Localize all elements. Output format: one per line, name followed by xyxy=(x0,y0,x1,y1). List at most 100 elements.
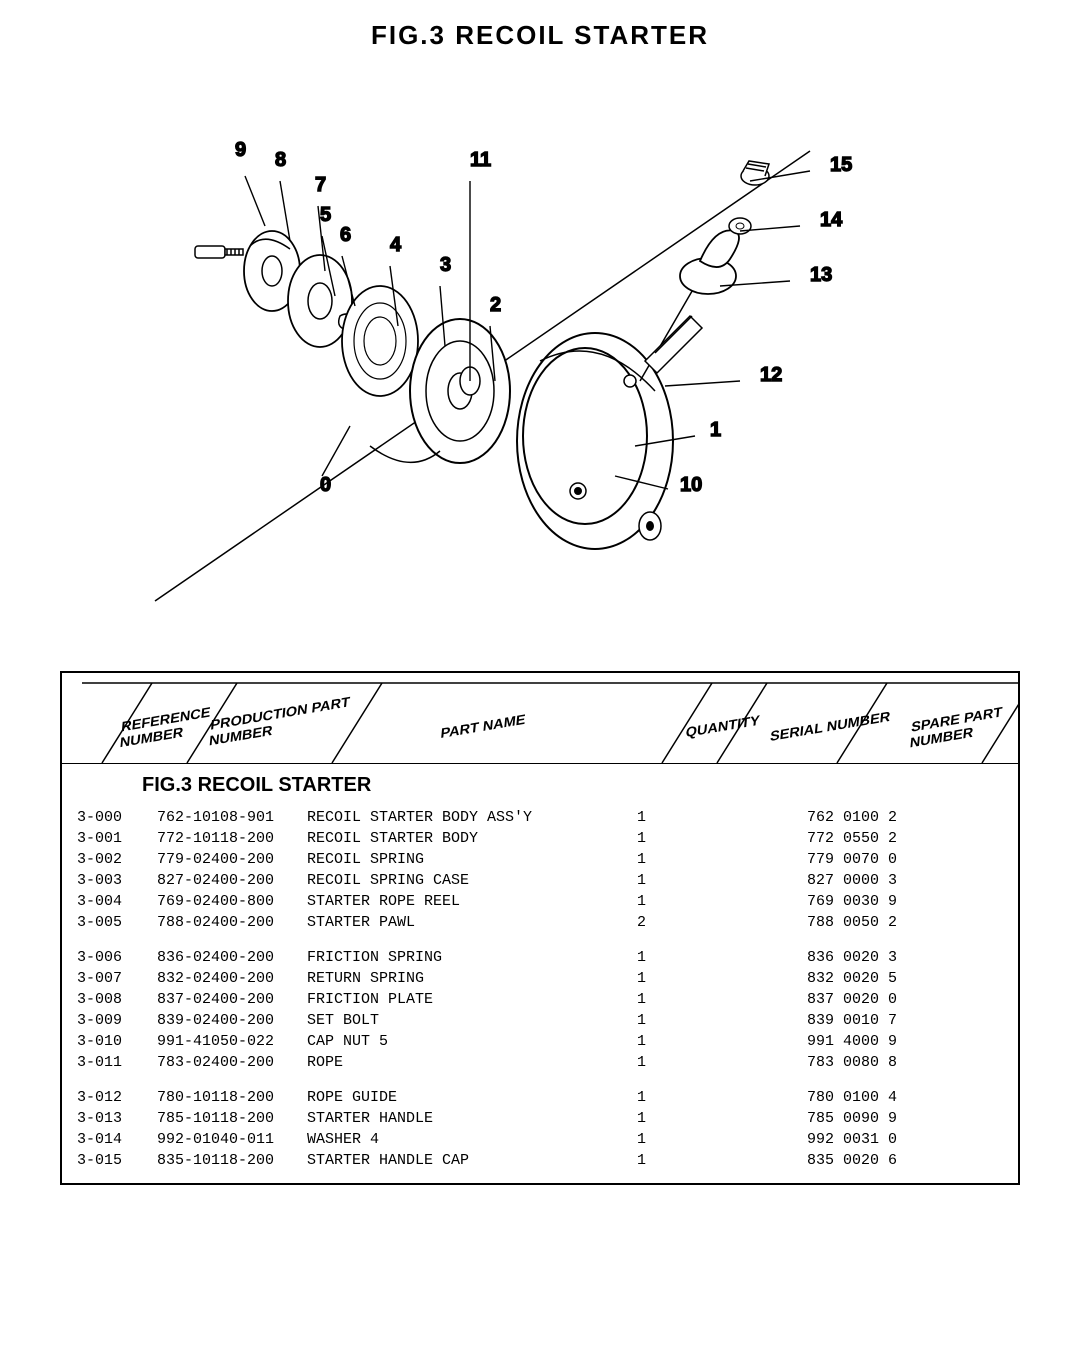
cell-serial xyxy=(687,1129,807,1150)
cell-name: RECOIL STARTER BODY ASS'Y xyxy=(307,807,637,828)
cell-qty: 1 xyxy=(637,1010,687,1031)
cell-spare: 991 4000 9 xyxy=(807,1031,947,1052)
table-row: 3-002779-02400-200RECOIL SPRING1779 0070… xyxy=(62,849,1018,870)
cell-name: WASHER 4 xyxy=(307,1129,637,1150)
table-row: 3-015835-10118-200STARTER HANDLE CAP1835… xyxy=(62,1150,1018,1171)
cell-spare: 769 0030 9 xyxy=(807,891,947,912)
cell-spare: 788 0050 2 xyxy=(807,912,947,933)
table-row: 3-013785-10118-200STARTER HANDLE1785 009… xyxy=(62,1108,1018,1129)
cell-ref: 3-009 xyxy=(77,1010,157,1031)
cell-name: STARTER ROPE REEL xyxy=(307,891,637,912)
page-title: FIG.3 RECOIL STARTER xyxy=(20,20,1060,51)
cell-serial xyxy=(687,1108,807,1129)
cell-serial xyxy=(687,891,807,912)
cell-ref: 3-014 xyxy=(77,1129,157,1150)
cell-qty: 1 xyxy=(637,1087,687,1108)
table-row: 3-010991-41050-022CAP NUT 51 991 4000 9 xyxy=(62,1031,1018,1052)
cell-prod: 779-02400-200 xyxy=(157,849,307,870)
cell-qty: 1 xyxy=(637,1108,687,1129)
callout-9: 9 xyxy=(235,139,246,161)
cell-prod: 762-10108-901 xyxy=(157,807,307,828)
cell-ref: 3-006 xyxy=(77,947,157,968)
cell-name: RETURN SPRING xyxy=(307,968,637,989)
callout-6: 6 xyxy=(340,224,351,246)
table-row: 3-004769-02400-800STARTER ROPE REEL1769 … xyxy=(62,891,1018,912)
cell-name: FRICTION SPRING xyxy=(307,947,637,968)
cell-ref: 3-000 xyxy=(77,807,157,828)
cell-serial xyxy=(687,968,807,989)
cell-spare: 837 0020 0 xyxy=(807,989,947,1010)
table-row: 3-001772-10118-200RECOIL STARTER BODY177… xyxy=(62,828,1018,849)
table-row: 3-008837-02400-200FRICTION PLATE1837 002… xyxy=(62,989,1018,1010)
cell-spare: 827 0000 3 xyxy=(807,870,947,891)
callout-5: 5 xyxy=(320,204,331,226)
callout-11: 11 xyxy=(470,149,491,171)
cell-serial xyxy=(687,912,807,933)
cell-qty: 2 xyxy=(637,912,687,933)
cell-spare: 839 0010 7 xyxy=(807,1010,947,1031)
cell-ref: 3-010 xyxy=(77,1031,157,1052)
cell-qty: 1 xyxy=(637,1052,687,1073)
callout-2: 2 xyxy=(490,294,501,316)
cell-spare: 780 0100 4 xyxy=(807,1087,947,1108)
cell-prod: 827-02400-200 xyxy=(157,870,307,891)
cell-prod: 991-41050-022 xyxy=(157,1031,307,1052)
table-row: 3-009839-02400-200SET BOLT1 839 0010 7 xyxy=(62,1010,1018,1031)
cell-qty: 1 xyxy=(637,947,687,968)
cell-spare: 785 0090 9 xyxy=(807,1108,947,1129)
cell-ref: 3-011 xyxy=(77,1052,157,1073)
cell-name: STARTER PAWL xyxy=(307,912,637,933)
cell-prod: 780-10118-200 xyxy=(157,1087,307,1108)
cell-prod: 788-02400-200 xyxy=(157,912,307,933)
cell-spare: 783 0080 8 xyxy=(807,1052,947,1073)
cell-serial xyxy=(687,1010,807,1031)
cell-prod: 783-02400-200 xyxy=(157,1052,307,1073)
cell-qty: 1 xyxy=(637,870,687,891)
table-row: 3-007832-02400-200RETURN SPRING1 832 0020… xyxy=(62,968,1018,989)
callout-8: 8 xyxy=(275,149,286,171)
cell-name: RECOIL SPRING xyxy=(307,849,637,870)
table-row: 3-006836-02400-200FRICTION SPRING1836 00… xyxy=(62,947,1018,968)
cell-spare: 762 0100 2 xyxy=(807,807,947,828)
cell-serial xyxy=(687,947,807,968)
cell-spare: 992 0031 0 xyxy=(807,1129,947,1150)
cell-prod: 837-02400-200 xyxy=(157,989,307,1010)
cell-prod: 785-10118-200 xyxy=(157,1108,307,1129)
callout-10: 10 xyxy=(680,474,702,496)
cell-spare: 832 0020 5 xyxy=(807,968,947,989)
cell-name: RECOIL STARTER BODY xyxy=(307,828,637,849)
cell-name: STARTER HANDLE CAP xyxy=(307,1150,637,1171)
cell-ref: 3-004 xyxy=(77,891,157,912)
cell-qty: 1 xyxy=(637,1150,687,1171)
cell-qty: 1 xyxy=(637,1031,687,1052)
cell-ref: 3-008 xyxy=(77,989,157,1010)
cell-serial xyxy=(687,807,807,828)
cell-qty: 1 xyxy=(637,807,687,828)
cell-serial xyxy=(687,1150,807,1171)
cell-name: CAP NUT 5 xyxy=(307,1031,637,1052)
cell-spare: 779 0070 0 xyxy=(807,849,947,870)
cell-ref: 3-012 xyxy=(77,1087,157,1108)
cell-name: ROPE GUIDE xyxy=(307,1087,637,1108)
cell-ref: 3-007 xyxy=(77,968,157,989)
table-row: 3-014992-01040-011WASHER 41992 0031 0 xyxy=(62,1129,1018,1150)
cell-serial xyxy=(687,989,807,1010)
cell-ref: 3-003 xyxy=(77,870,157,891)
cell-serial xyxy=(687,870,807,891)
exploded-diagram: 0123456789101112131415 xyxy=(20,71,1060,631)
cell-prod: 839-02400-200 xyxy=(157,1010,307,1031)
parts-table: REFERENCE NUMBER PRODUCTION PART NUMBER … xyxy=(60,671,1020,1185)
table-body: 3-000762-10108-901RECOIL STARTER BODY AS… xyxy=(62,807,1018,1183)
callout-3: 3 xyxy=(440,254,451,276)
callout-4: 4 xyxy=(390,234,402,256)
cell-ref: 3-001 xyxy=(77,828,157,849)
cell-name: SET BOLT xyxy=(307,1010,637,1031)
callout-1: 1 xyxy=(710,419,721,441)
cell-prod: 832-02400-200 xyxy=(157,968,307,989)
cell-prod: 836-02400-200 xyxy=(157,947,307,968)
cell-name: STARTER HANDLE xyxy=(307,1108,637,1129)
table-header: REFERENCE NUMBER PRODUCTION PART NUMBER … xyxy=(62,673,1018,764)
section-title: FIG.3 RECOIL STARTER xyxy=(62,764,1018,807)
cell-serial xyxy=(687,849,807,870)
cell-qty: 1 xyxy=(637,968,687,989)
